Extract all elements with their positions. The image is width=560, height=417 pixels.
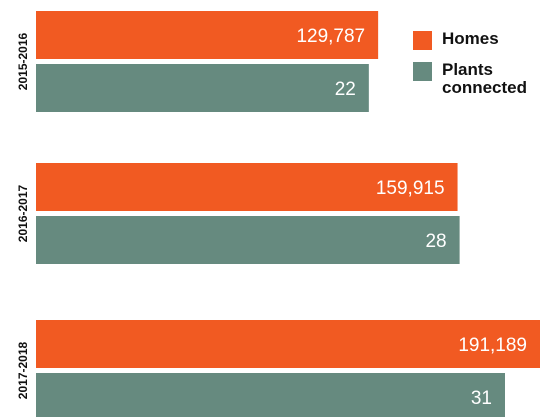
legend-item-homes: Homes — [413, 30, 558, 50]
legend-label-homes: Homes — [442, 29, 499, 48]
legend-item-plants-connected: Plants connected — [413, 61, 558, 97]
legend-swatch-homes — [413, 31, 432, 50]
legend-swatch-plants-connected — [413, 62, 432, 81]
chart-legend: Homes Plants connected — [413, 30, 558, 108]
bar-value-plants-connected-2015-2016: 22 — [335, 79, 356, 100]
period-label-2017-2018: 2017-2018 — [16, 341, 30, 399]
bar-plants-connected-2016-2017 — [36, 216, 460, 264]
bar-homes-2016-2017 — [36, 163, 458, 211]
bar-value-homes-2015-2016: 129,787 — [296, 26, 365, 47]
legend-label-plants-connected: Plants connected — [442, 60, 528, 97]
bar-plants-connected-2017-2018 — [36, 373, 505, 417]
period-label-2016-2017: 2016-2017 — [16, 184, 30, 242]
period-label-2015-2016: 2015-2016 — [16, 32, 30, 90]
bar-value-plants-connected-2016-2017: 28 — [425, 231, 446, 252]
bar-homes-2015-2016 — [36, 11, 379, 59]
bar-value-homes-2016-2017: 159,915 — [376, 178, 445, 199]
bar-homes-2017-2018 — [36, 320, 540, 368]
bar-value-homes-2017-2018: 191,189 — [458, 335, 527, 356]
bar-plants-connected-2015-2016 — [36, 64, 369, 112]
bar-value-plants-connected-2017-2018: 31 — [471, 388, 492, 409]
